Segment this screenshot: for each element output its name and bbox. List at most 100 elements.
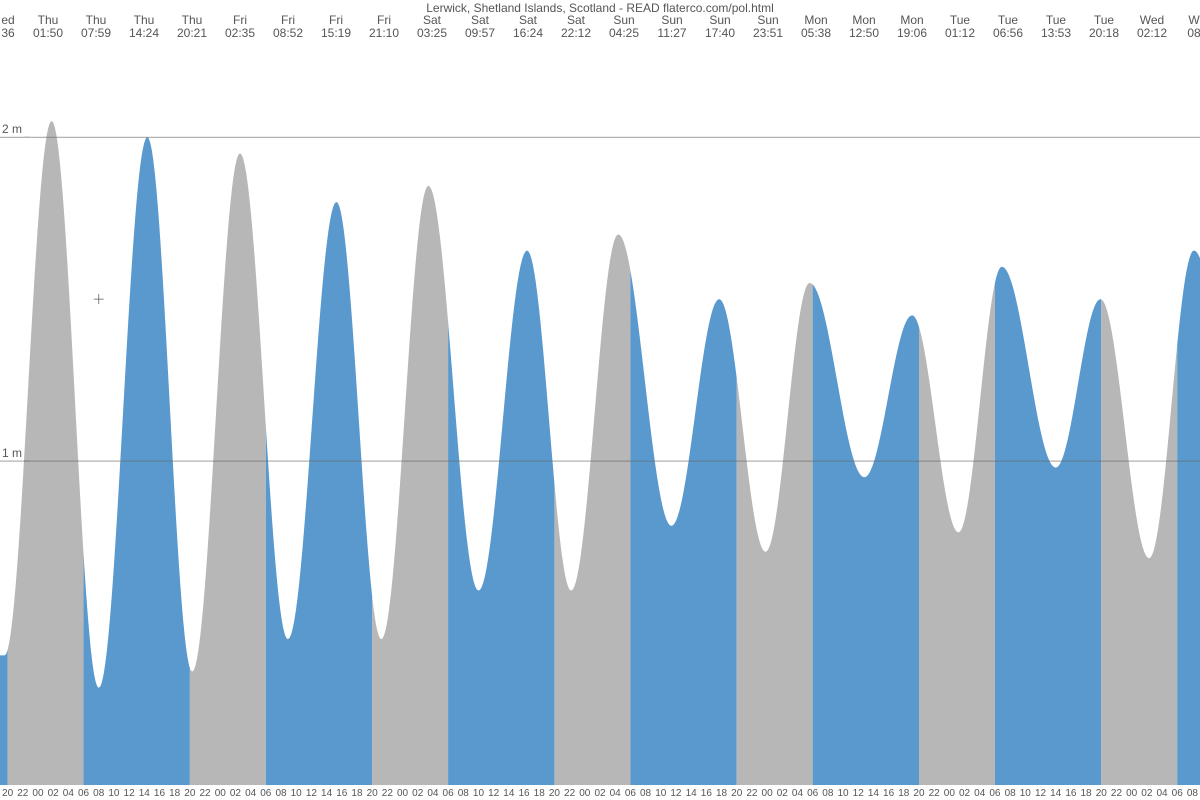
x-hour-label: 18 xyxy=(1081,788,1093,799)
top-time-label: 21:10 xyxy=(369,26,399,40)
top-time-label: 11:27 xyxy=(657,26,686,40)
tide-chart: 1 m2 mLerwick, Shetland Islands, Scotlan… xyxy=(0,0,1200,800)
x-hour-label: 20 xyxy=(184,788,196,799)
top-time-label: 02:12 xyxy=(1137,26,1167,40)
x-hour-label: 04 xyxy=(610,788,622,799)
x-hour-label: 22 xyxy=(382,788,394,799)
top-time-label: 15:19 xyxy=(321,26,351,40)
x-hour-label: 12 xyxy=(1035,788,1047,799)
top-day-label: Fri xyxy=(281,13,295,27)
x-hour-label: 00 xyxy=(762,788,774,799)
top-day-label: Tue xyxy=(950,13,971,27)
top-time-label: 08 xyxy=(1187,26,1200,40)
x-hour-label: 16 xyxy=(154,788,166,799)
x-hour-label: 08 xyxy=(640,788,652,799)
top-time-label: 05:38 xyxy=(801,26,831,40)
x-hour-label: 14 xyxy=(321,788,333,799)
top-time-label: 36 xyxy=(1,26,15,40)
top-time-label: 16:24 xyxy=(513,26,543,40)
x-hour-label: 02 xyxy=(412,788,424,799)
x-hour-label: 06 xyxy=(260,788,272,799)
top-day-label: Sat xyxy=(471,13,490,27)
x-hour-label: 08 xyxy=(458,788,470,799)
x-hour-label: 06 xyxy=(1172,788,1184,799)
x-hour-label: 00 xyxy=(215,788,227,799)
top-day-label: Sat xyxy=(519,13,538,27)
x-hour-label: 12 xyxy=(853,788,865,799)
top-day-label: Mon xyxy=(804,13,827,27)
x-hour-label: 16 xyxy=(518,788,530,799)
x-hour-label: 04 xyxy=(427,788,439,799)
top-time-label: 13:53 xyxy=(1041,26,1071,40)
top-time-label: 01:50 xyxy=(33,26,63,40)
top-day-label: Sun xyxy=(757,13,778,27)
x-hour-label: 18 xyxy=(716,788,728,799)
x-hour-label: 00 xyxy=(944,788,956,799)
x-hour-label: 22 xyxy=(17,788,29,799)
x-hour-label: 02 xyxy=(230,788,242,799)
x-hour-label: 02 xyxy=(1141,788,1153,799)
x-hour-label: 00 xyxy=(32,788,44,799)
top-day-label: Sun xyxy=(709,13,730,27)
top-time-label: 08:52 xyxy=(273,26,303,40)
x-hour-label: 22 xyxy=(564,788,576,799)
x-hour-label: 14 xyxy=(503,788,515,799)
x-hour-label: 06 xyxy=(989,788,1001,799)
top-day-label: Fri xyxy=(329,13,343,27)
x-hour-label: 22 xyxy=(746,788,758,799)
x-hour-label: 20 xyxy=(2,788,14,799)
x-hour-label: 06 xyxy=(625,788,637,799)
top-day-label: Thu xyxy=(182,13,203,27)
top-time-label: 20:21 xyxy=(177,26,207,40)
x-hour-label: 20 xyxy=(367,788,379,799)
x-hour-label: 10 xyxy=(291,788,303,799)
top-time-label: 01:12 xyxy=(945,26,975,40)
top-day-label: Tue xyxy=(998,13,1019,27)
x-hour-label: 14 xyxy=(868,788,880,799)
x-hour-label: 06 xyxy=(807,788,819,799)
x-hour-label: 10 xyxy=(837,788,849,799)
x-hour-label: 12 xyxy=(670,788,682,799)
x-hour-label: 08 xyxy=(822,788,834,799)
top-time-label: 20:18 xyxy=(1089,26,1119,40)
x-hour-label: 00 xyxy=(579,788,591,799)
x-hour-label: 04 xyxy=(792,788,804,799)
tide-fill xyxy=(0,121,1200,785)
x-hour-label: 02 xyxy=(959,788,971,799)
x-hour-label: 12 xyxy=(124,788,136,799)
x-hour-label: 22 xyxy=(929,788,941,799)
x-hour-label: 10 xyxy=(473,788,485,799)
x-hour-label: 16 xyxy=(883,788,895,799)
top-time-label: 23:51 xyxy=(753,26,783,40)
x-hour-label: 06 xyxy=(78,788,90,799)
x-hour-label: 08 xyxy=(1187,788,1199,799)
x-hour-label: 04 xyxy=(63,788,75,799)
x-hour-label: 08 xyxy=(1005,788,1017,799)
top-time-label: 02:35 xyxy=(225,26,255,40)
x-hour-label: 16 xyxy=(336,788,348,799)
top-day-label: Thu xyxy=(86,13,107,27)
x-hour-label: 14 xyxy=(139,788,151,799)
x-hour-label: 04 xyxy=(245,788,257,799)
top-time-label: 03:25 xyxy=(417,26,447,40)
top-day-label: ed xyxy=(1,13,14,27)
x-hour-label: 12 xyxy=(306,788,318,799)
x-hour-label: 12 xyxy=(488,788,500,799)
y-axis-label: 1 m xyxy=(2,446,22,460)
top-day-label: Tue xyxy=(1094,13,1115,27)
x-hour-label: 02 xyxy=(594,788,606,799)
x-hour-label: 16 xyxy=(701,788,713,799)
top-day-label: Thu xyxy=(134,13,155,27)
x-hour-label: 10 xyxy=(655,788,667,799)
x-hour-label: 20 xyxy=(731,788,743,799)
x-hour-label: 08 xyxy=(93,788,105,799)
top-day-label: W xyxy=(1188,13,1200,27)
x-hour-label: 02 xyxy=(48,788,60,799)
top-time-label: 17:40 xyxy=(705,26,735,40)
x-hour-label: 20 xyxy=(1096,788,1108,799)
x-hour-label: 02 xyxy=(777,788,789,799)
top-time-label: 14:24 xyxy=(129,26,159,40)
top-day-label: Sun xyxy=(661,13,682,27)
top-day-label: Sun xyxy=(613,13,634,27)
x-hour-label: 00 xyxy=(1126,788,1138,799)
